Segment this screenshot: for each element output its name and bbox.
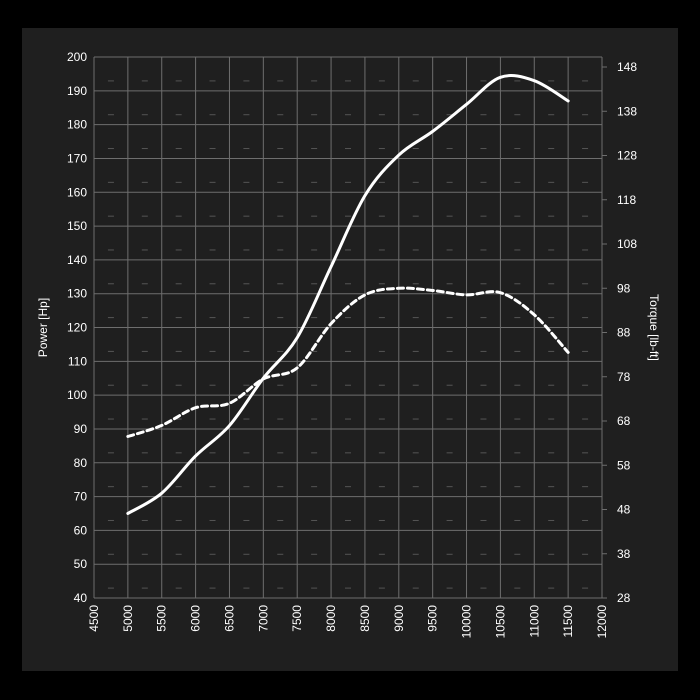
y2-axis-title: Torque [lb-ft] xyxy=(647,294,661,361)
torque-curve xyxy=(126,286,570,438)
y2-tick-label: 108 xyxy=(617,237,637,251)
x-tick-label: 5000 xyxy=(121,605,135,632)
y-tick-label: 100 xyxy=(67,388,87,402)
y-tick-label: 90 xyxy=(74,422,88,436)
y-tick-label: 60 xyxy=(74,523,88,537)
y-tick-label: 170 xyxy=(67,151,87,165)
x-tick-label: 7500 xyxy=(290,605,304,632)
y2-tick-label: 48 xyxy=(617,503,631,517)
x-tick-label: 12000 xyxy=(595,605,609,639)
x-tick-label: 9500 xyxy=(426,605,440,632)
x-tick-label: 7000 xyxy=(256,605,270,632)
x-tick-label: 6500 xyxy=(222,605,236,632)
y-tick-label: 40 xyxy=(74,591,88,605)
y-tick-label: 50 xyxy=(74,557,88,571)
x-tick-label: 8000 xyxy=(324,605,338,632)
y-tick-label: 160 xyxy=(67,185,87,199)
x-tick-label: 6000 xyxy=(189,605,203,632)
y2-tick-label: 28 xyxy=(617,591,631,605)
x-tick-label: 8500 xyxy=(358,605,372,632)
y-tick-label: 200 xyxy=(67,50,87,64)
y2-tick-label: 68 xyxy=(617,414,631,428)
y-axis-title: Power [Hp] xyxy=(36,298,50,357)
x-tick-label: 4500 xyxy=(87,605,101,632)
y2-tick-label: 148 xyxy=(617,60,637,74)
x-tick-label: 10000 xyxy=(460,605,474,639)
y2-tick-label: 78 xyxy=(617,370,631,384)
y-tick-label: 150 xyxy=(67,219,87,233)
y-tick-label: 190 xyxy=(67,84,87,98)
y2-tick-label: 98 xyxy=(617,281,631,295)
power-curve xyxy=(126,74,570,515)
y-tick-label: 140 xyxy=(67,253,87,267)
y2-tick-label: 88 xyxy=(617,326,631,340)
y-tick-label: 110 xyxy=(68,354,87,368)
y-tick-label: 80 xyxy=(74,456,88,470)
x-tick-label: 11000 xyxy=(527,605,541,638)
y2-tick-label: 138 xyxy=(617,104,637,118)
x-tick-label: 10500 xyxy=(493,605,507,639)
x-tick-label: 11500 xyxy=(561,605,575,638)
y2-tick-label: 118 xyxy=(617,193,636,207)
y2-tick-label: 58 xyxy=(617,458,631,472)
x-tick-label: 5500 xyxy=(155,605,169,632)
y2-tick-label: 128 xyxy=(617,149,637,163)
x-tick-label: 9000 xyxy=(392,605,406,632)
y-tick-label: 70 xyxy=(74,490,88,504)
y-tick-label: 130 xyxy=(67,287,87,301)
y2-tick-label: 38 xyxy=(617,547,631,561)
y-tick-label: 180 xyxy=(67,118,87,132)
y-tick-label: 120 xyxy=(67,321,87,335)
